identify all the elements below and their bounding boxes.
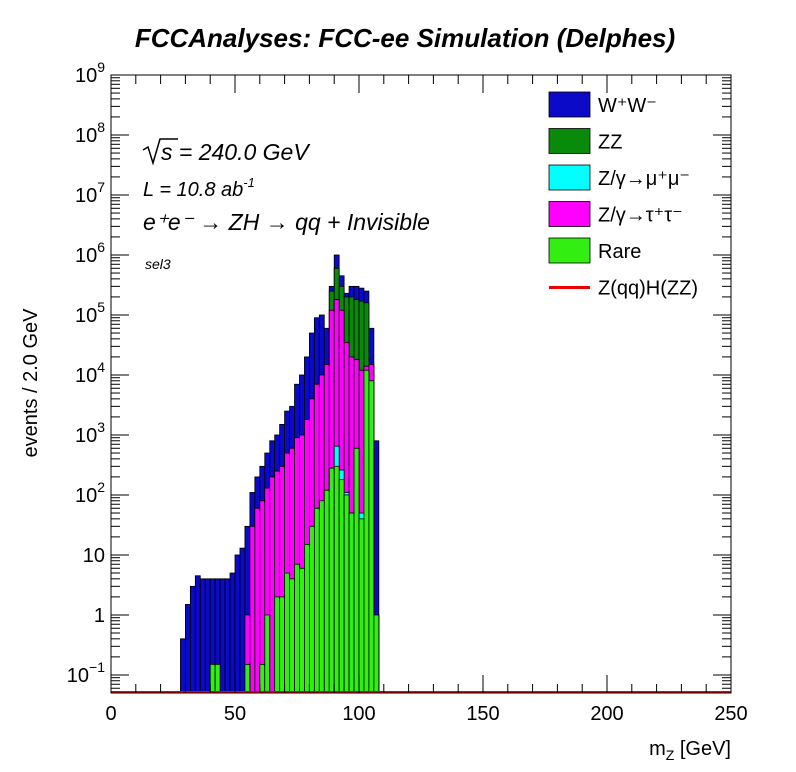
legend-swatch	[548, 201, 591, 227]
y-tick-label: 10−1	[67, 659, 105, 687]
x-tick-label: 150	[466, 703, 499, 725]
lumi-exp: -1	[243, 175, 255, 190]
bar	[304, 543, 310, 694]
bar	[368, 380, 375, 694]
bar	[229, 572, 236, 694]
legend-label: Z/γ→μ⁺μ⁻	[598, 168, 690, 190]
plot-frame	[110, 74, 732, 694]
bar	[264, 614, 271, 694]
bar	[294, 563, 300, 694]
chart-title: FCCAnalyses: FCC-ee Simulation (Delphes)	[135, 23, 675, 53]
x-tick-label: 0	[105, 703, 116, 725]
y-tick-label: 109	[75, 59, 105, 87]
legend-entry: Z/γ→τ⁺τ⁻	[548, 201, 683, 227]
bar	[194, 575, 201, 694]
legend-swatch	[548, 164, 591, 191]
y-tick-label: 103	[75, 419, 105, 447]
legend-swatch	[548, 91, 591, 118]
legend-label: Z/γ→τ⁺τ⁻	[598, 205, 683, 227]
process-label: e⁺e⁻ → ZH → qq + Invisible	[143, 209, 430, 235]
legend-entry: Z/γ→μ⁺μ⁻	[548, 164, 690, 191]
legend-label: W⁺W⁻	[598, 95, 657, 117]
bar	[279, 596, 286, 694]
bar	[289, 578, 295, 694]
x-tick-label: 250	[714, 703, 747, 725]
bar	[338, 479, 345, 694]
bar	[254, 507, 261, 694]
series-rare	[209, 369, 380, 694]
sqrt-symbol	[142, 138, 178, 166]
bar	[239, 547, 246, 694]
bar	[308, 525, 315, 694]
bar	[328, 467, 335, 694]
legend-swatch	[548, 237, 591, 264]
x-axis-label-sub: Z	[666, 747, 675, 763]
y-tick-label: 106	[75, 239, 105, 267]
bar	[244, 663, 251, 694]
bar	[224, 578, 231, 694]
legend-label: Rare	[598, 241, 641, 263]
bar	[204, 578, 211, 694]
x-axis-label-main: m	[649, 738, 666, 760]
bar	[234, 554, 241, 694]
x-tick-label: 100	[342, 703, 375, 725]
selection-label: sel3	[145, 256, 171, 272]
bar	[269, 476, 276, 694]
bar	[333, 465, 340, 694]
bar	[189, 585, 196, 694]
axis-ticks: 0 50 100 150 200 250 10−1 1 10 102 103 104 105 106 107…	[67, 59, 748, 725]
bar	[209, 663, 216, 694]
bar	[373, 614, 380, 694]
bar	[180, 638, 186, 694]
x-axis-label-unit: [GeV]	[674, 738, 731, 760]
y-tick-label: 10	[83, 545, 105, 567]
bar	[358, 518, 365, 694]
y-tick-label: 105	[75, 299, 105, 327]
bar	[274, 596, 281, 694]
y-tick-label: 1	[94, 605, 105, 627]
bar	[323, 489, 330, 694]
lumi-label: L = 10.8 ab-1	[143, 175, 255, 201]
sqrt-s-label: s = 240.0 GeV	[161, 139, 311, 165]
x-axis-label: mZ [GeV]	[649, 738, 731, 763]
bar	[284, 572, 290, 694]
bar	[318, 500, 325, 694]
bar	[348, 512, 355, 694]
legend-label: ZZ	[598, 132, 622, 154]
bar	[219, 578, 226, 694]
y-tick-label: 108	[75, 119, 105, 147]
annotations: s = 240.0 GeV L = 10.8 ab-1 e⁺e⁻ → ZH → …	[142, 138, 430, 272]
x-tick-label: 50	[224, 703, 246, 725]
legend-entry: ZZ	[548, 128, 622, 154]
legend-entry: Rare	[548, 237, 641, 264]
legend: W⁺W⁻ ZZ Z/γ→μ⁺μ⁻ Z/γ→τ⁺τ⁻ Rare Z(qq)H(ZZ)	[548, 91, 698, 300]
bar	[343, 494, 350, 694]
bar	[214, 663, 221, 694]
legend-entry: Z(qq)H(ZZ)	[549, 278, 698, 300]
x-tick-label: 200	[590, 703, 623, 725]
bar	[199, 578, 206, 694]
bar	[363, 369, 370, 694]
stacked-bars	[111, 254, 731, 694]
bar	[313, 507, 320, 694]
bar	[184, 603, 191, 694]
legend-swatch	[548, 128, 591, 154]
lumi-main: L = 10.8 ab	[143, 179, 243, 201]
bar	[353, 447, 360, 694]
bar	[259, 663, 266, 694]
y-tick-label: 107	[75, 179, 105, 207]
legend-entry: W⁺W⁻	[548, 91, 657, 118]
y-axis-label: events / 2.0 GeV	[20, 308, 42, 458]
bar	[299, 567, 305, 694]
y-tick-label: 102	[75, 479, 105, 507]
legend-label: Z(qq)H(ZZ)	[598, 278, 698, 300]
y-tick-label: 104	[75, 359, 105, 387]
bar	[249, 525, 256, 694]
